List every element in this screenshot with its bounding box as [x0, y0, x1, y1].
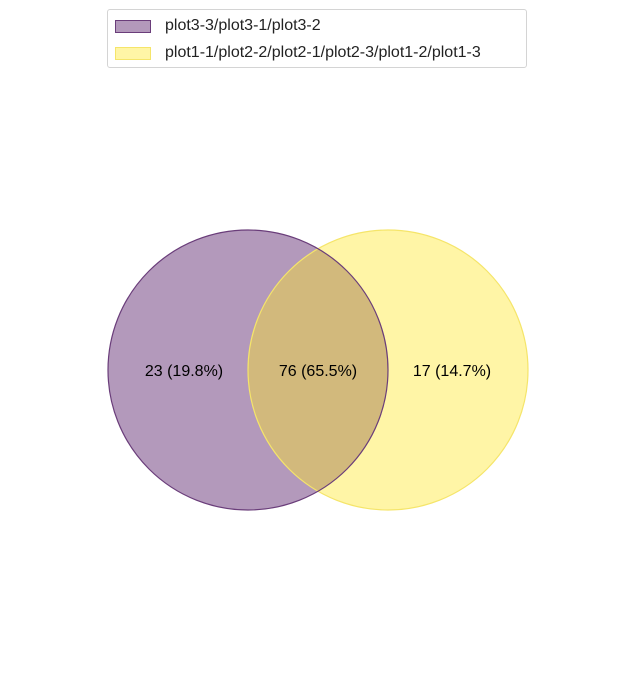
- legend-swatch-set-a: [115, 19, 151, 33]
- set-a-outline: [107, 229, 389, 511]
- set-b-outline: [247, 229, 529, 511]
- region-label-only-a: 23 (19.8%): [145, 363, 223, 380]
- region-label-only-b: 17 (14.7%): [413, 363, 491, 380]
- overlap-region: [248, 230, 388, 510]
- legend-label-set-b: plot1-1/plot2-2/plot2-1/plot2-3/plot1-2/…: [165, 44, 481, 61]
- legend-item-set-b: plot1-1/plot2-2/plot2-1/plot2-3/plot1-2/…: [115, 43, 481, 63]
- region-label-both: 76 (65.5%): [279, 363, 357, 380]
- legend-label-set-a: plot3-3/plot3-1/plot3-2: [165, 17, 321, 34]
- legend: plot3-3/plot3-1/plot3-2 plot1-1/plot2-2/…: [107, 9, 527, 68]
- legend-item-set-a: plot3-3/plot3-1/plot3-2: [115, 16, 321, 36]
- legend-swatch-set-b: [115, 46, 151, 60]
